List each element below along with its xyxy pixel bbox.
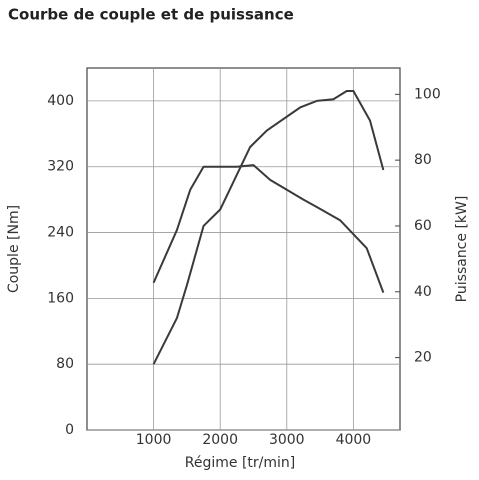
y2-tick-label: 80 [414, 152, 432, 168]
y-tick-label: 80 [56, 356, 74, 372]
x-tick-label: 4000 [336, 432, 372, 448]
y2-tick-label: 20 [414, 350, 432, 366]
chart-title: Courbe de couple et de puissance [8, 6, 294, 24]
y2-tick-label: 40 [414, 284, 432, 300]
x-axis-label: Régime [tr/min] [185, 455, 295, 471]
y2-axis-label: Puissance [kW] [454, 196, 470, 303]
x-tick-label: 2000 [202, 432, 238, 448]
y-tick-label: 160 [47, 290, 74, 306]
series-line [152, 164, 385, 293]
y-axis-label: Couple [Nm] [6, 205, 22, 293]
series-line [152, 90, 385, 365]
y-tick-label: 320 [47, 159, 74, 175]
x-tick-label: 1000 [136, 432, 172, 448]
y-tick-label: 240 [47, 225, 74, 241]
x-tick-label: 3000 [269, 432, 305, 448]
y2-tick-label: 100 [414, 86, 441, 102]
y2-tick-label: 60 [414, 218, 432, 234]
y-tick-label: 0 [65, 422, 74, 438]
y-tick-label: 400 [47, 93, 74, 109]
